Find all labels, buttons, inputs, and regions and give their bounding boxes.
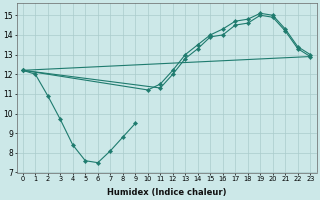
X-axis label: Humidex (Indice chaleur): Humidex (Indice chaleur) xyxy=(107,188,226,197)
